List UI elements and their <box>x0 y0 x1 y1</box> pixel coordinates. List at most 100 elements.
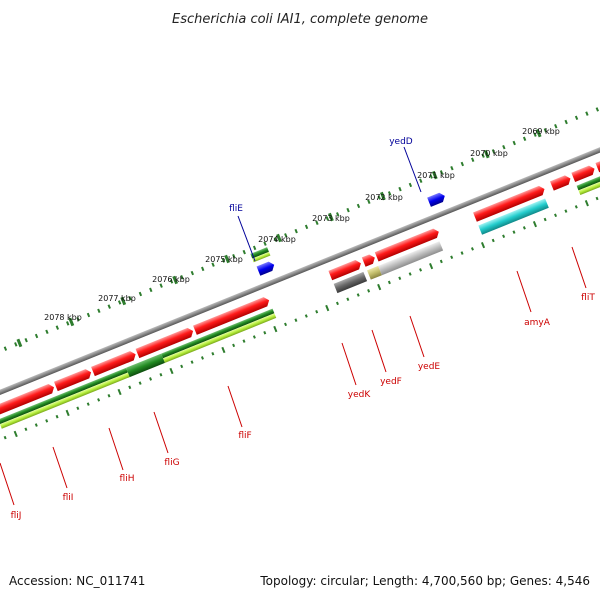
gene-label-yedF: yedF <box>380 377 402 387</box>
scale-label: 2073 kbp <box>312 214 350 223</box>
scale-minor-tick <box>304 224 309 230</box>
scale-label: 2076 kbp <box>152 275 190 284</box>
gene-label-yedD: yedD <box>389 137 413 147</box>
scale-label: 2075 kbp <box>205 255 243 264</box>
inner-ring-tick <box>429 262 434 270</box>
inner-ring-tick <box>159 372 163 377</box>
inner-ring-tick <box>315 310 319 314</box>
top-gene-labels: yedD fliE <box>229 137 422 262</box>
inner-dotted-ring <box>3 196 599 440</box>
gene-fliT-2 <box>571 165 595 183</box>
gene-label-yedE: yedE <box>418 362 441 372</box>
scale-minor-tick <box>34 333 39 339</box>
scale-minor-tick <box>66 321 70 326</box>
fliT-darkgreen-feature <box>576 163 600 191</box>
inner-ring-tick <box>304 314 308 318</box>
scale-minor-tick <box>377 195 381 200</box>
inner-ring-tick <box>419 268 423 272</box>
scale-minor-tick <box>491 149 496 154</box>
fliE-lightgreen-feature <box>252 251 271 263</box>
scale-minor-tick <box>512 140 516 146</box>
inner-ring-tick <box>284 322 288 327</box>
scale-minor-tick <box>439 170 444 175</box>
inner-ring-tick <box>408 272 412 276</box>
scale-label: 2077 kbp <box>98 294 136 303</box>
inner-ring-tick <box>460 251 464 255</box>
yedD-leader-line <box>403 146 422 193</box>
inner-ring-tick <box>491 238 495 243</box>
fliE-feature <box>256 261 275 276</box>
gene-fliJ <box>0 384 55 416</box>
scale-major-tick <box>535 128 542 138</box>
yedE-gray-feature <box>378 241 444 276</box>
scale-minor-tick <box>294 228 298 234</box>
scale-major-tick <box>172 275 179 285</box>
gene-yedF <box>361 254 375 267</box>
scale-minor-tick <box>564 119 568 125</box>
inner-ring-tick <box>470 247 474 251</box>
gene-fliT-3 <box>595 152 600 173</box>
fliT-lightgreen-feature <box>578 167 600 196</box>
fliF-leader-line <box>227 385 243 428</box>
scale-major-tick <box>431 170 438 180</box>
scale-minor-tick <box>97 308 101 314</box>
inner-ring-tick <box>574 205 578 209</box>
scale-minor-tick <box>138 291 143 297</box>
scale-minor-tick <box>429 174 433 179</box>
gene-label-amyA: amyA <box>524 318 551 328</box>
yedK-gray-feature <box>333 271 368 294</box>
scale-minor-tick <box>450 165 454 171</box>
gene-yedE <box>374 228 439 262</box>
scale-label: 2070 kbp <box>470 149 508 158</box>
scale-minor-tick <box>315 220 319 225</box>
inner-ring-tick <box>502 234 506 239</box>
scale-minor-tick <box>232 254 236 259</box>
scale-minor-tick <box>190 270 195 276</box>
scale-label: 2074 kbp <box>258 235 296 244</box>
scale-minor-tick <box>522 136 527 142</box>
gene-yedK <box>328 260 361 281</box>
scale-minor-tick <box>574 115 579 121</box>
gene-label-fliJ: fliJ <box>11 511 22 521</box>
scale-minor-tick <box>460 161 464 167</box>
gene-label-yedK: yedK <box>348 390 372 400</box>
scale-label: 2069 kbp <box>522 127 560 136</box>
inner-ring-tick <box>480 241 486 249</box>
flagellar-cluster-darkgreen-2 <box>161 308 275 359</box>
scale-minor-tick <box>346 207 350 213</box>
scale-minor-tick <box>76 316 80 322</box>
gene-label-fliF: fliF <box>238 431 251 441</box>
scale-minor-tick <box>117 300 122 305</box>
scale-minor-tick <box>201 266 205 272</box>
scale-major-tick <box>120 296 127 306</box>
scale-minor-tick <box>221 258 226 263</box>
scale-minor-tick <box>408 182 413 188</box>
inner-ring-tick <box>117 388 122 396</box>
gene-row <box>0 152 600 416</box>
fliT-leader-line <box>571 246 587 289</box>
scale-minor-tick <box>471 157 475 163</box>
inner-ring-tick <box>543 217 547 222</box>
scale-minor-tick <box>55 325 60 330</box>
inner-ring-tick <box>45 419 49 423</box>
inner-ring-tick <box>450 255 454 260</box>
scale-labels: 2069 kbp 2070 kbp 2071 kbp 2072 kbp 2073… <box>44 127 560 322</box>
inner-ring-tick <box>232 343 236 348</box>
inner-ring-tick <box>294 318 298 322</box>
inner-ring-tick <box>13 430 18 438</box>
bottom-gene-label-text: fliT amyA yedE yedF yedK fliF fliG fliH … <box>11 293 596 521</box>
inner-ring-tick <box>107 393 111 398</box>
yedK-leader-line <box>341 342 357 386</box>
inner-ring-tick <box>252 335 256 339</box>
inner-ring-tick <box>242 339 246 343</box>
scale-minor-tick <box>263 241 267 246</box>
gene-fliI <box>53 369 92 392</box>
genome-backbone <box>0 103 600 438</box>
scale-minor-tick <box>387 191 392 196</box>
scale-ring <box>3 107 599 351</box>
amyA-cyan-feature <box>478 198 549 235</box>
inner-ring-tick <box>346 297 350 301</box>
inner-ring-tick <box>180 364 184 369</box>
gene-label-fliH: fliH <box>120 474 135 484</box>
